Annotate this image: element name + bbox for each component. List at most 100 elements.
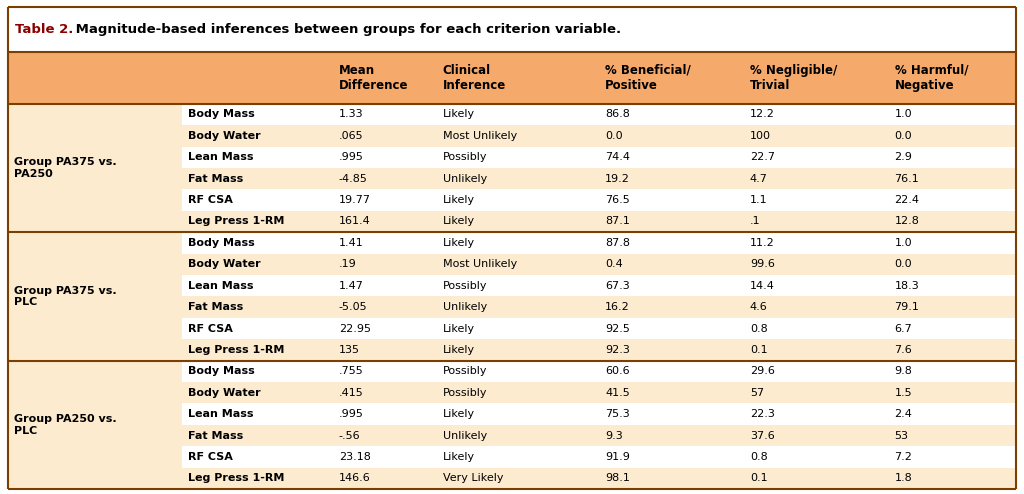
Text: .755: .755 [339, 367, 364, 376]
Bar [8, 52, 1016, 104]
Text: % Harmful/
Negative: % Harmful/ Negative [895, 64, 968, 92]
Text: 19.77: 19.77 [339, 195, 371, 205]
Text: 18.3: 18.3 [895, 281, 920, 290]
Text: Fat Mass: Fat Mass [188, 174, 244, 184]
Text: 76.1: 76.1 [895, 174, 920, 184]
Text: 4.6: 4.6 [750, 302, 768, 312]
Text: 75.3: 75.3 [605, 409, 630, 419]
Text: Very Likely: Very Likely [442, 473, 504, 483]
Text: 2.9: 2.9 [895, 152, 912, 162]
Bar [182, 425, 333, 446]
Text: Body Water: Body Water [188, 259, 261, 269]
Text: 1.41: 1.41 [339, 238, 364, 248]
Text: 92.3: 92.3 [605, 345, 630, 355]
Text: Unlikely: Unlikely [442, 431, 487, 441]
Text: Magnitude-based inferences between groups for each criterion variable.: Magnitude-based inferences between group… [71, 23, 621, 36]
Text: 1.1: 1.1 [750, 195, 767, 205]
Text: 12.2: 12.2 [750, 110, 774, 120]
Bar [182, 168, 333, 189]
Text: 0.8: 0.8 [750, 452, 768, 462]
Text: 0.8: 0.8 [750, 324, 768, 333]
Text: Possibly: Possibly [442, 152, 487, 162]
Text: Possibly: Possibly [442, 388, 487, 398]
Text: .1: .1 [750, 216, 761, 226]
Text: 67.3: 67.3 [605, 281, 630, 290]
Text: 99.6: 99.6 [750, 259, 774, 269]
Bar [8, 296, 1016, 318]
Bar [182, 361, 333, 382]
Bar [8, 211, 1016, 232]
Text: 161.4: 161.4 [339, 216, 371, 226]
Text: Lean Mass: Lean Mass [188, 409, 254, 419]
Text: 14.4: 14.4 [750, 281, 774, 290]
Text: 22.95: 22.95 [339, 324, 371, 333]
Bar [8, 104, 182, 232]
Text: 92.5: 92.5 [605, 324, 630, 333]
Bar [182, 232, 333, 253]
Text: 0.0: 0.0 [895, 259, 912, 269]
Text: 76.5: 76.5 [605, 195, 630, 205]
Bar [182, 211, 333, 232]
Bar [8, 339, 1016, 361]
Text: .415: .415 [339, 388, 364, 398]
Text: 91.9: 91.9 [605, 452, 630, 462]
Bar [182, 147, 333, 168]
Text: 87.8: 87.8 [605, 238, 630, 248]
Text: 100: 100 [750, 131, 771, 141]
Text: 6.7: 6.7 [895, 324, 912, 333]
Text: -5.05: -5.05 [339, 302, 368, 312]
Bar [182, 468, 333, 489]
Text: 41.5: 41.5 [605, 388, 630, 398]
Text: Likely: Likely [442, 110, 475, 120]
Text: Leg Press 1-RM: Leg Press 1-RM [188, 345, 285, 355]
Text: 22.4: 22.4 [895, 195, 920, 205]
Text: Likely: Likely [442, 216, 475, 226]
Text: RF CSA: RF CSA [188, 452, 232, 462]
Text: RF CSA: RF CSA [188, 195, 232, 205]
Text: Fat Mass: Fat Mass [188, 302, 244, 312]
Text: 57: 57 [750, 388, 764, 398]
Text: Possibly: Possibly [442, 367, 487, 376]
Text: Body Mass: Body Mass [188, 367, 255, 376]
Text: 98.1: 98.1 [605, 473, 630, 483]
Text: Table 2.: Table 2. [15, 23, 74, 36]
Text: 0.0: 0.0 [895, 131, 912, 141]
Bar [182, 296, 333, 318]
Bar [8, 147, 1016, 168]
Text: 9.3: 9.3 [605, 431, 623, 441]
Text: Lean Mass: Lean Mass [188, 281, 254, 290]
Text: 60.6: 60.6 [605, 367, 630, 376]
Text: 79.1: 79.1 [895, 302, 920, 312]
Text: Unlikely: Unlikely [442, 174, 487, 184]
Bar [182, 253, 333, 275]
Text: 86.8: 86.8 [605, 110, 630, 120]
Text: 0.1: 0.1 [750, 473, 767, 483]
Bar [182, 275, 333, 296]
Text: RF CSA: RF CSA [188, 324, 232, 333]
Text: Group PA375 vs.
PLC: Group PA375 vs. PLC [14, 286, 117, 307]
Text: 4.7: 4.7 [750, 174, 768, 184]
Text: -.56: -.56 [339, 431, 360, 441]
Text: Clinical
Inference: Clinical Inference [442, 64, 506, 92]
Text: Most Unlikely: Most Unlikely [442, 131, 517, 141]
Bar [8, 361, 1016, 382]
Text: % Negligible/
Trivial: % Negligible/ Trivial [750, 64, 837, 92]
Text: 1.8: 1.8 [895, 473, 912, 483]
Text: 1.33: 1.33 [339, 110, 364, 120]
Text: Likely: Likely [442, 345, 475, 355]
Bar [182, 382, 333, 404]
Text: 7.6: 7.6 [895, 345, 912, 355]
Text: Most Unlikely: Most Unlikely [442, 259, 517, 269]
Text: Group PA375 vs.
PA250: Group PA375 vs. PA250 [14, 157, 117, 179]
Bar [182, 339, 333, 361]
Text: % Beneficial/
Positive: % Beneficial/ Positive [605, 64, 691, 92]
Text: 23.18: 23.18 [339, 452, 371, 462]
Text: 19.2: 19.2 [605, 174, 630, 184]
Text: 29.6: 29.6 [750, 367, 774, 376]
Text: Lean Mass: Lean Mass [188, 152, 254, 162]
Bar [182, 125, 333, 147]
Text: Body Water: Body Water [188, 131, 261, 141]
Text: 16.2: 16.2 [605, 302, 630, 312]
Bar [182, 404, 333, 425]
Text: 1.0: 1.0 [895, 110, 912, 120]
